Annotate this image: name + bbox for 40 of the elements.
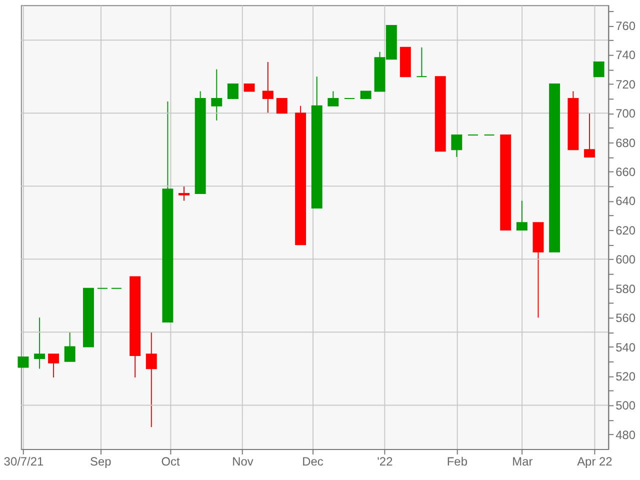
x-tick-label: Apr 22: [577, 454, 613, 468]
y-tick-label: 620: [616, 223, 636, 238]
candlestick: [584, 112, 595, 158]
x-tick-label: '22: [377, 454, 394, 468]
x-tick-label: 30/7/21: [4, 454, 44, 468]
x-tick-label: Oct: [161, 454, 181, 468]
candlestick: [64, 332, 76, 362]
y-tick-label: 740: [616, 48, 636, 62]
y-tick-label: 700: [616, 106, 636, 121]
y-tick-label: 600: [616, 252, 636, 267]
candlestick: [227, 83, 238, 100]
candlestick: [48, 354, 60, 378]
x-tick-label: Feb: [446, 454, 468, 468]
candlestick: [328, 90, 339, 106]
candlestick: [276, 98, 288, 114]
candlestick: [416, 46, 428, 78]
y-tick-label: 520: [616, 369, 636, 384]
y-tick-label: 560: [616, 311, 636, 326]
y-tick-label: 720: [616, 77, 636, 92]
candlestick: [516, 200, 528, 230]
y-tick-label: 640: [616, 194, 636, 208]
y-tick-label: 480: [616, 428, 636, 442]
candlestick: [178, 186, 190, 202]
y-tick-label: 580: [616, 282, 636, 296]
candlestick: [146, 332, 157, 428]
y-tick-label: 680: [616, 136, 636, 150]
candlestick: [18, 356, 29, 368]
y-tick-label: 540: [616, 340, 636, 354]
candlestick: [211, 68, 222, 121]
x-tick-label: Nov: [232, 454, 254, 468]
y-tick-label: 760: [616, 19, 636, 34]
candlestick: [451, 134, 462, 158]
x-tick-label: Mar: [512, 454, 533, 468]
x-tick-label: Sep: [90, 454, 112, 468]
candlestick: [593, 62, 604, 78]
candlestick: [34, 317, 46, 370]
candlestick: [262, 62, 274, 114]
y-tick-label: 660: [616, 165, 636, 180]
x-tick-label: Dec: [302, 454, 324, 468]
y-tick-label: 500: [616, 398, 636, 413]
